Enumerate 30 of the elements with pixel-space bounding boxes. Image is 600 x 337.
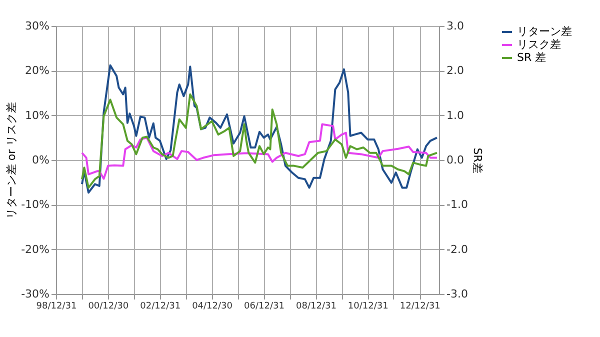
legend-label: リスク差 [517, 38, 561, 51]
y-tick-label: 0% [32, 154, 50, 166]
y2-tick-label: 1.0 [446, 108, 464, 122]
y2-tick-label: 2.0 [446, 64, 464, 78]
x-tick-label: 98/12/31 [36, 302, 77, 312]
x-tick-label: 08/12/31 [296, 302, 336, 312]
y-tick-label: 20% [25, 64, 50, 78]
line-series [81, 93, 438, 189]
x-tick-label: 10/12/31 [348, 302, 388, 312]
y-tick-label: -30% [21, 288, 50, 300]
x-tick-label: 04/12/30 [192, 302, 233, 312]
y-tick-label: 30% [25, 20, 50, 32]
legend-label: リターン差 [517, 25, 572, 38]
y-tick-label: 10% [25, 108, 50, 122]
y-axis-title: リターン差 or リスク差 [5, 102, 18, 220]
y-tick-label: -20% [21, 242, 50, 256]
legend-label: SR 差 [517, 51, 546, 64]
x-tick-label: 02/12/31 [140, 302, 181, 312]
line-series [81, 64, 438, 194]
y2-tick-label: 3.0 [446, 20, 464, 32]
y2-tick-label: -3.0 [446, 288, 468, 300]
x-tick-label: 12/12/31 [400, 302, 440, 312]
y2-tick-label: -1.0 [446, 198, 468, 212]
y2-axis-title: SR差 [470, 148, 484, 174]
line-series [81, 123, 438, 180]
y2-tick-label: -2.0 [446, 242, 468, 256]
x-tick-label: 06/12/31 [244, 302, 284, 312]
y2-tick-label: 0.0 [446, 154, 464, 166]
x-tick-label: 00/12/30 [88, 302, 129, 312]
y-tick-label: -10% [21, 198, 50, 212]
